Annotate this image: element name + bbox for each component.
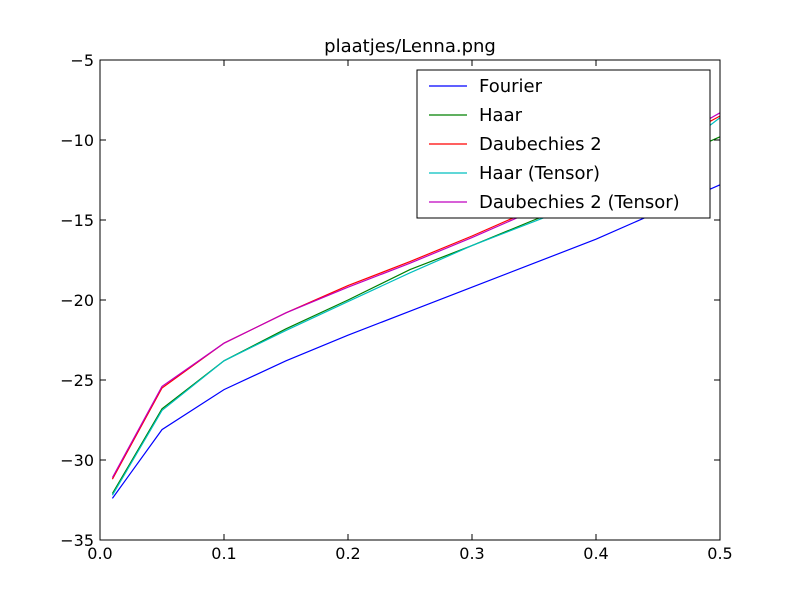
legend-label-2: Daubechies 2 <box>479 134 602 155</box>
x-tick-label: 0.5 <box>707 544 732 563</box>
axis-ticks: 0.0 0.1 0.2 0.3 0.4 0.5 −35 −30 −25 −20 −15 −10 −5 <box>60 51 732 563</box>
y-tick-label: −30 <box>60 451 94 470</box>
x-tick-label: 0.1 <box>211 544 236 563</box>
legend-label-4: Daubechies 2 (Tensor) <box>479 192 680 213</box>
y-tick-label: −15 <box>60 211 94 230</box>
x-tick-label: 0.2 <box>335 544 360 563</box>
x-tick-label: 0.0 <box>87 544 112 563</box>
chart-title: plaatjes/Lenna.png <box>324 36 496 57</box>
x-tick-label: 0.3 <box>459 544 484 563</box>
y-tick-label: −25 <box>60 371 94 390</box>
legend-label-0: Fourier <box>479 76 543 97</box>
legend-label-3: Haar (Tensor) <box>479 163 600 184</box>
y-tick-label: −20 <box>60 291 94 310</box>
x-tick-label: 0.4 <box>583 544 608 563</box>
legend-label-1: Haar <box>479 105 523 126</box>
legend: Fourier Haar Daubechies 2 Haar (Tensor) Daub… <box>416 69 711 219</box>
y-tick-label: −35 <box>60 531 94 550</box>
y-tick-label: −10 <box>60 131 94 150</box>
series-line-0 <box>111 184 721 499</box>
y-tick-label: −5 <box>70 51 94 70</box>
